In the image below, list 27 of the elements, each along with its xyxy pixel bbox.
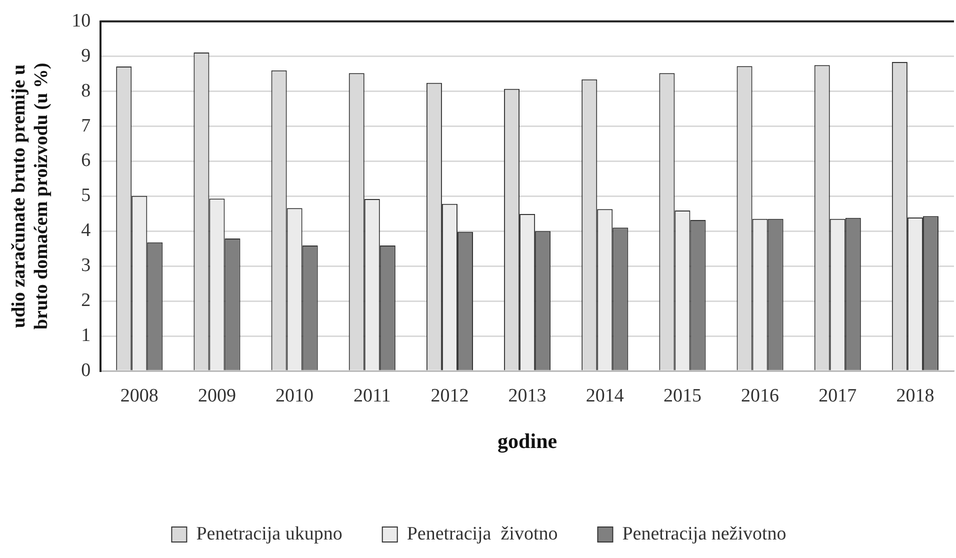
y-tick-label: 5 xyxy=(81,185,91,206)
y-tick-label: 0 xyxy=(81,360,91,381)
x-tick-label: 2012 xyxy=(430,385,469,406)
y-tick-label: 2 xyxy=(81,290,91,312)
x-tick-label: 2016 xyxy=(741,385,780,406)
legend-label: Penetracija neživotno xyxy=(622,523,786,544)
y-tick-label: 4 xyxy=(81,220,92,242)
x-axis-title: godine xyxy=(498,428,558,453)
x-tick-label: 2014 xyxy=(586,385,624,406)
x-tick-label: 2013 xyxy=(508,385,546,406)
y-tick-label: 10 xyxy=(72,10,91,32)
y-tick-label: 1 xyxy=(81,325,91,346)
x-tick-label: 2010 xyxy=(276,385,314,406)
x-tick-label: 2017 xyxy=(818,385,857,406)
y-tick-label: 6 xyxy=(81,150,91,172)
x-tick-label: 2008 xyxy=(120,385,158,406)
y-tick-label: 8 xyxy=(81,80,91,102)
y-tick-label: 9 xyxy=(81,45,91,66)
legend-label: Penetracija ukupno xyxy=(196,523,342,544)
x-tick-label: 2015 xyxy=(663,385,702,406)
x-tick-label: 2011 xyxy=(353,385,391,406)
y-axis-title: udio zaračunate bruto premije u bruto domaćem proizvodu (u %) xyxy=(8,62,52,330)
y-tick-label: 3 xyxy=(81,255,91,276)
y-tick-label: 7 xyxy=(81,115,91,136)
x-tick-label: 2009 xyxy=(198,385,236,406)
x-tick-label: 2018 xyxy=(896,385,934,406)
legend-label: Penetracija životno xyxy=(406,523,558,544)
